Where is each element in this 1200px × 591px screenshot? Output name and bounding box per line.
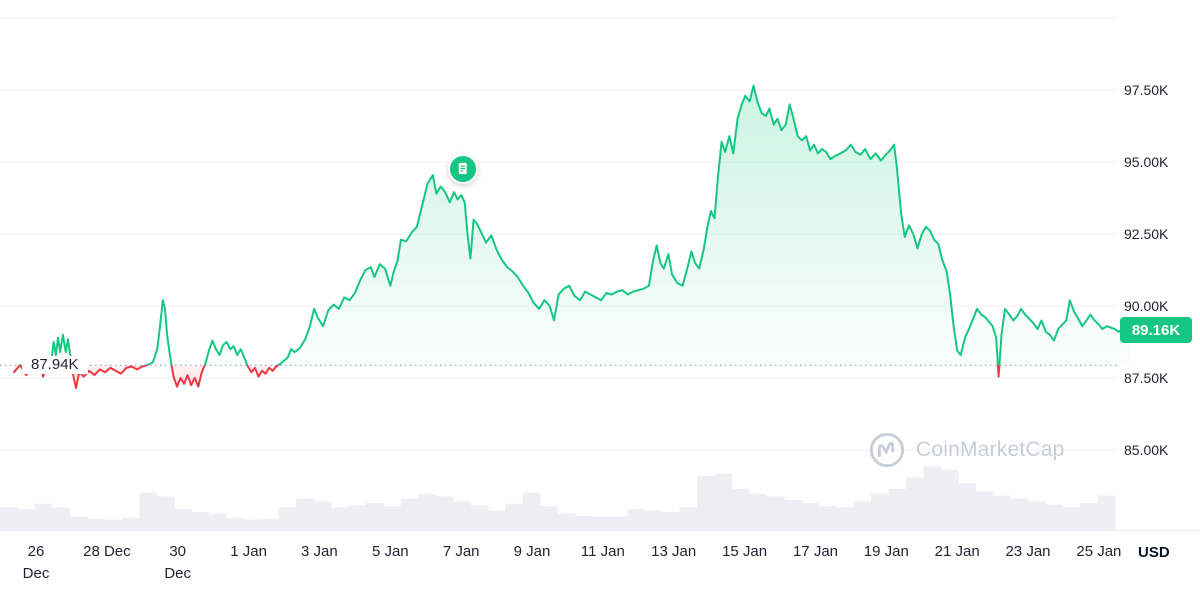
price-line-green [18,84,1131,366]
volume-bar [993,495,1011,530]
volume-bar [731,488,750,531]
x-axis-tick: 25 Jan [1076,543,1122,560]
volume-bar [191,512,210,530]
volume-bar [766,496,785,531]
volume-bar [1045,504,1064,530]
volume-bar [540,506,558,530]
news-event-marker[interactable] [447,153,478,184]
y-axis-tick: 87.50K [1124,370,1169,386]
volume-bar [331,507,349,530]
volume-bar [888,488,907,531]
volume-bar [871,494,889,530]
volume-bar [365,503,384,530]
volume-bar [853,501,872,530]
volume-bar [487,510,506,530]
volume-bar [52,507,71,530]
volume-bar [505,503,524,531]
x-axis-tick: 17 Jan [792,543,839,560]
volume-bar [243,519,262,530]
x-axis-tick: 28 Dec [83,543,131,560]
volume-bar [313,501,332,530]
volume-bar [714,473,733,531]
volume-bar [17,509,36,530]
volume-bar [1097,495,1116,530]
volume-bar [0,507,18,530]
volume-bar [940,470,959,530]
x-axis-tick: 13 Jan [651,543,697,560]
volume-bar [435,496,454,531]
volume-bar [958,483,977,530]
news-document-icon [459,163,468,175]
volume-bar [784,500,802,530]
volume-bar [156,496,175,531]
x-axis-tick: 9 Jan [513,543,551,560]
volume-bar [418,494,436,530]
volume-bar [226,518,245,530]
volume-bar [69,516,88,530]
volume-bar [1010,498,1029,530]
volume-bar [644,510,663,530]
volume-bar [296,498,315,530]
volume-bar [627,509,646,530]
volume-bar [348,505,367,531]
volume-bar [557,513,576,530]
volume-bar [801,503,820,530]
volume-bar [574,515,593,531]
y-axis-tick: 95.00K [1124,154,1169,170]
y-axis-tick: 97.50K [1124,82,1169,98]
volume-bar [139,492,158,530]
volume-bar [592,516,611,530]
volume-bar [836,507,855,530]
price-area-green [19,85,1130,366]
volume-bar [522,492,541,530]
x-axis-tick: 1 Jan [230,543,267,560]
volume-bar [1062,507,1081,530]
x-axis-tick: 30 Dec [164,543,192,582]
volume-bar [261,518,280,531]
x-axis-tick: 5 Jan [371,543,409,560]
y-axis-tick: 90.00K [1124,298,1169,314]
y-axis-tick: 92.50K [1124,226,1169,242]
volume-bar [278,507,297,530]
currency-label: USD [1138,544,1170,561]
volume-bar [209,513,227,530]
volume-bar [383,506,402,530]
current-price-badge: 89.16K [1120,317,1192,344]
x-axis-tick: 11 Jan [580,543,625,560]
coinmarketcap-logo-icon [869,432,905,468]
volume-bar [1080,503,1099,530]
x-axis-tick: 19 Jan [863,543,909,560]
volume-bar [923,466,942,531]
volume-bar [400,498,419,530]
x-axis-tick: 7 Jan [442,543,480,560]
x-axis-tick: 23 Jan [1005,543,1051,560]
volume-bar [470,505,489,531]
volume-bar [662,512,680,530]
volume-bar [679,507,698,530]
y-axis-tick: 85.00K [1124,442,1169,458]
x-axis-tick: 26 Dec [22,543,50,582]
volume-bar [609,516,628,530]
x-axis-tick: 3 Jan [301,543,338,560]
watermark: CoinMarketCap [868,429,1065,471]
x-axis-tick: 21 Jan [934,543,980,560]
volume-bar [905,477,924,530]
watermark-text: CoinMarketCap [916,438,1065,461]
volume-bar [174,509,193,530]
volume-bar [749,494,767,530]
volume-bar [696,476,715,530]
x-axis-tick: 15 Jan [722,543,768,560]
previous-close-price-label: 87.94K [22,356,88,375]
volume-bar [818,506,837,530]
volume-bar [104,519,123,530]
volume-bar [1027,501,1046,530]
volume-bar [453,501,471,530]
price-line-red [13,365,1001,390]
volume-bar [975,491,994,530]
volume-bar [122,518,140,530]
volume-bar [34,503,53,531]
volume-bar [87,518,105,531]
